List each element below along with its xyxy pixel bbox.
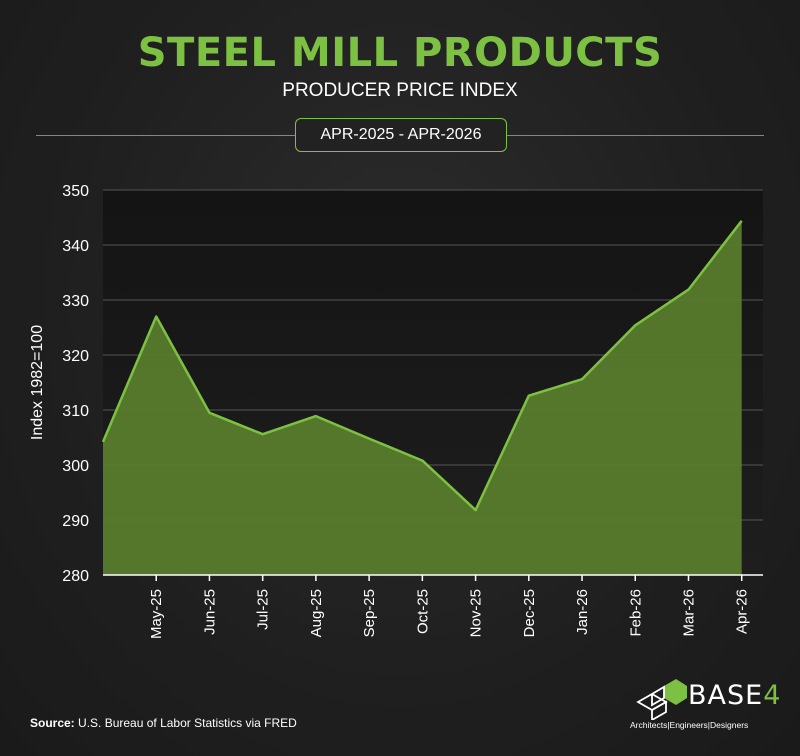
y-tick-label: 290 xyxy=(62,513,89,530)
x-tick-label: Mar-26 xyxy=(680,589,697,637)
x-tick-label: Feb-26 xyxy=(627,589,644,637)
x-tick-label: Sep-25 xyxy=(361,589,378,637)
base4-logo: BASE4 Architects|Engineers|Designers xyxy=(630,676,780,736)
logo-name: BASE xyxy=(688,680,764,711)
x-tick-label: Dec-25 xyxy=(521,589,538,637)
y-axis-ticks: 280 290 300 310 320 330 340 350 xyxy=(62,183,89,585)
x-tick-label: Oct-25 xyxy=(414,589,431,634)
x-tick-label: Apr-26 xyxy=(734,589,751,634)
source-label: Source: xyxy=(30,716,75,730)
y-axis-label: Index 1982=100 xyxy=(29,325,46,440)
logo-wordmark: BASE4 xyxy=(688,680,781,711)
x-tick-label: Aug-25 xyxy=(308,589,325,637)
divider-left xyxy=(36,135,295,136)
logo-suffix: 4 xyxy=(763,680,782,711)
x-tick-label: Jul-25 xyxy=(255,589,272,630)
date-range-badge: APR-2025 - APR-2026 xyxy=(295,118,507,152)
page-subtitle: PRODUCER PRICE INDEX xyxy=(282,80,518,101)
source-text: U.S. Bureau of Labor Statistics via FRED xyxy=(78,716,297,730)
x-tick-label: Nov-25 xyxy=(468,589,485,637)
y-tick-label: 340 xyxy=(62,238,89,255)
x-tick-label: May-25 xyxy=(148,589,165,639)
page-title: STEEL MILL PRODUCTS xyxy=(137,30,663,76)
y-tick-label: 310 xyxy=(62,403,89,420)
y-tick-label: 280 xyxy=(62,568,89,585)
divider-right xyxy=(507,135,764,136)
logo-tagline: Architects|Engineers|Designers xyxy=(630,720,749,730)
source-note: Source: U.S. Bureau of Labor Statistics … xyxy=(30,716,297,730)
y-tick-label: 330 xyxy=(62,293,89,310)
area-series xyxy=(103,220,742,576)
y-tick-label: 300 xyxy=(62,458,89,475)
y-tick-label: 320 xyxy=(62,348,89,365)
x-tick-label: Jun-25 xyxy=(201,589,218,635)
series-line xyxy=(101,220,743,512)
x-axis-ticks: May-25 Jun-25 Jul-25 Aug-25 Sep-25 Oct-25 Nov-… xyxy=(148,575,751,639)
logo-mark-icon xyxy=(636,679,687,720)
x-tick-label: Jan-26 xyxy=(574,589,591,635)
y-tick-label: 350 xyxy=(62,183,89,200)
